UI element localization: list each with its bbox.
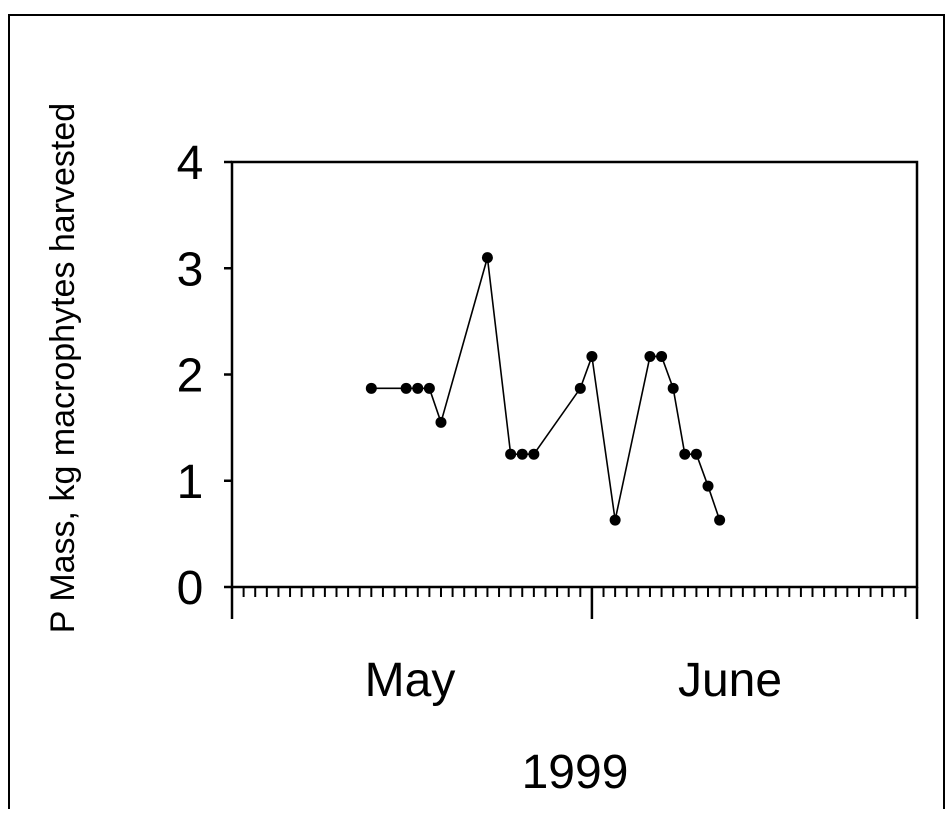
- data-point: [644, 350, 656, 362]
- data-point: [714, 514, 726, 526]
- y-axis-ticks: 0 1 2 3 4: [177, 137, 232, 615]
- figure-frame: [8, 14, 945, 809]
- y-tick-label: 0: [177, 562, 204, 615]
- data-point: [667, 382, 679, 394]
- data-point: [656, 350, 668, 362]
- x-axis-ticks: [230, 587, 919, 619]
- series-line-group: [371, 257, 721, 521]
- y-axis-label: P Mass, kg macrophytes harvested: [44, 103, 82, 633]
- data-point: [679, 448, 691, 460]
- y-tick-label: 1: [177, 456, 204, 509]
- y-tick-label: 4: [177, 137, 204, 190]
- data-point: [481, 252, 493, 264]
- data-point: [528, 448, 540, 460]
- data-point: [609, 514, 621, 526]
- data-point: [516, 448, 528, 460]
- data-point: [412, 382, 424, 394]
- data-point: [365, 382, 377, 394]
- data-point: [400, 382, 412, 394]
- x-month-labels: May June: [365, 654, 782, 707]
- data-point: [574, 382, 586, 394]
- y-tick-label: 2: [177, 350, 204, 403]
- x-month-label: June: [678, 654, 782, 707]
- data-point: [423, 382, 435, 394]
- data-point: [702, 480, 714, 492]
- x-axis-label: 1999: [522, 746, 629, 799]
- x-month-label: May: [365, 654, 456, 707]
- data-point: [586, 350, 598, 362]
- series-line: [371, 257, 721, 521]
- y-tick-label: 3: [177, 243, 204, 296]
- data-point: [435, 416, 447, 428]
- data-point: [505, 448, 517, 460]
- plot-area: [230, 160, 919, 589]
- data-point: [690, 448, 702, 460]
- series-points-group: [365, 252, 726, 526]
